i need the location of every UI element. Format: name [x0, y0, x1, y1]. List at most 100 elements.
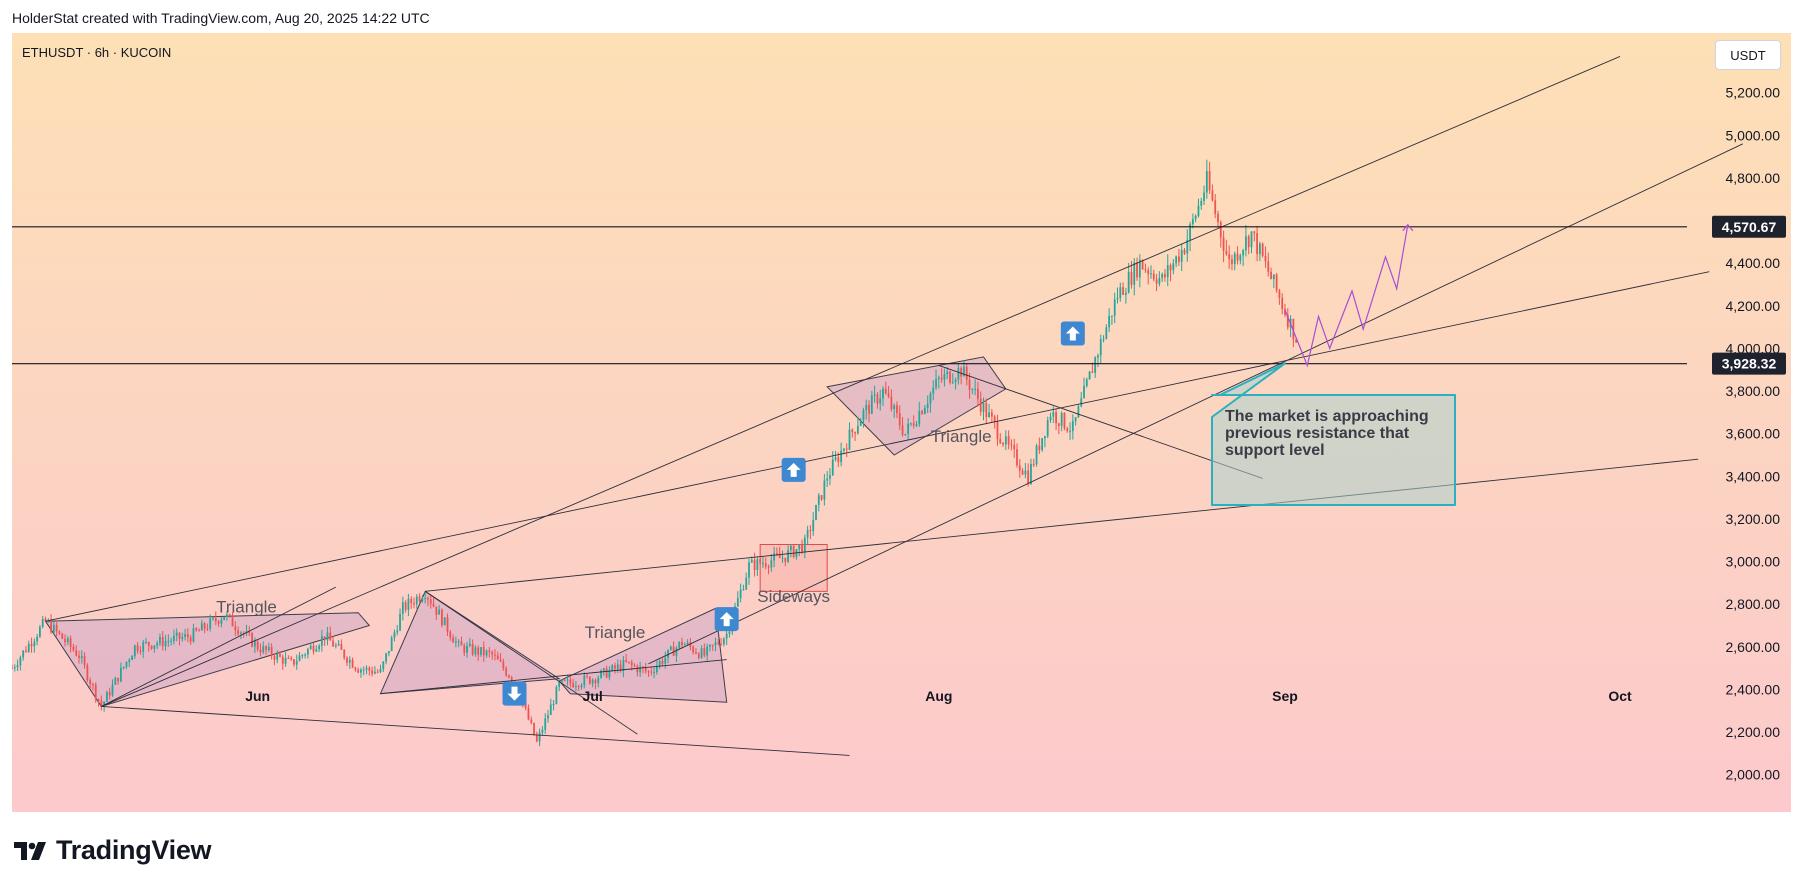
chart-area[interactable]: Triangle Triangle Triangle Sideways The mark… — [12, 33, 1791, 812]
candle — [541, 729, 544, 733]
candle — [1175, 256, 1178, 264]
candle — [817, 495, 820, 506]
candle — [932, 387, 935, 394]
candle — [591, 679, 594, 684]
candle — [1147, 270, 1150, 275]
x-tick-label: Jun — [245, 688, 270, 704]
candle — [111, 684, 114, 696]
candle — [139, 651, 142, 653]
candle — [907, 423, 910, 434]
candle — [1119, 287, 1122, 298]
candle — [410, 598, 413, 604]
candle — [957, 368, 960, 380]
candle — [644, 667, 647, 672]
candle — [265, 646, 267, 650]
candle — [990, 412, 993, 417]
candle — [552, 703, 555, 705]
candle — [502, 661, 505, 669]
candle — [494, 654, 496, 656]
symbol-info: ETHUSDT · 6h · KUCOIN — [22, 45, 172, 60]
candle — [320, 636, 323, 646]
projection-arrowhead — [1402, 223, 1414, 232]
candle — [281, 656, 284, 664]
candle — [549, 704, 552, 716]
candle — [184, 634, 186, 638]
candle — [815, 505, 817, 520]
candle — [1080, 398, 1083, 407]
candle — [879, 398, 882, 404]
candle — [206, 628, 209, 630]
candle — [784, 557, 787, 562]
candle — [167, 640, 170, 642]
candle — [295, 661, 298, 665]
candle — [890, 396, 893, 410]
candle — [58, 631, 61, 634]
candle — [491, 652, 494, 655]
candle — [655, 666, 658, 673]
candle — [290, 658, 293, 660]
candle — [164, 640, 167, 647]
y-tick-label: 2,000.00 — [1726, 767, 1781, 783]
candle — [315, 649, 318, 652]
candle — [996, 422, 999, 439]
candle — [1152, 273, 1155, 280]
chart-credit: HolderStat created with TradingView.com,… — [12, 10, 430, 26]
candle — [630, 661, 633, 666]
candle — [1083, 385, 1085, 399]
candle — [365, 667, 368, 670]
candle — [826, 478, 829, 481]
candle — [764, 563, 767, 567]
candle — [482, 647, 485, 656]
candle — [915, 424, 918, 426]
candle — [882, 388, 884, 399]
candle — [614, 665, 616, 669]
candle — [611, 665, 614, 671]
candle — [1060, 412, 1063, 426]
candle — [728, 631, 731, 634]
candle — [343, 649, 346, 658]
arrow-down-1-icon — [502, 681, 527, 706]
candle — [1010, 444, 1013, 446]
tradingview-brand[interactable]: TradingView — [14, 835, 212, 866]
candle — [142, 642, 145, 652]
candle — [175, 632, 178, 636]
candle — [1044, 436, 1046, 439]
candle — [1066, 428, 1069, 432]
candle — [69, 638, 72, 647]
candle — [896, 405, 898, 414]
candle — [1228, 254, 1231, 260]
candle — [561, 679, 563, 682]
candle — [12, 668, 13, 670]
candle — [1292, 318, 1295, 340]
price-chart[interactable]: Triangle Triangle Triangle Sideways The mark… — [12, 33, 1791, 812]
candle — [1105, 327, 1108, 339]
candle — [829, 475, 831, 479]
support-price-label: 3,928.32 — [1722, 356, 1777, 372]
candle — [706, 646, 709, 656]
candle — [413, 603, 415, 605]
candle — [854, 432, 856, 434]
triangle-july-label: Triangle — [585, 623, 646, 642]
candle — [538, 732, 541, 742]
candle — [75, 650, 78, 656]
candle — [750, 559, 753, 563]
candle — [602, 668, 605, 671]
candle — [1133, 262, 1136, 285]
candle — [868, 404, 870, 414]
candle — [993, 416, 996, 423]
currency-button[interactable]: USDT — [1715, 40, 1781, 70]
candle — [108, 692, 111, 696]
candle — [968, 379, 971, 390]
candle — [441, 609, 443, 626]
candle — [988, 412, 990, 417]
descending-line-june — [424, 590, 638, 735]
candle — [569, 679, 572, 684]
candle — [496, 655, 499, 660]
candle — [661, 660, 664, 664]
candle — [767, 566, 770, 568]
candle — [954, 379, 957, 382]
candle — [681, 641, 683, 646]
candle — [1253, 231, 1256, 234]
support-price-badge — [1712, 352, 1786, 375]
candle — [583, 675, 586, 686]
